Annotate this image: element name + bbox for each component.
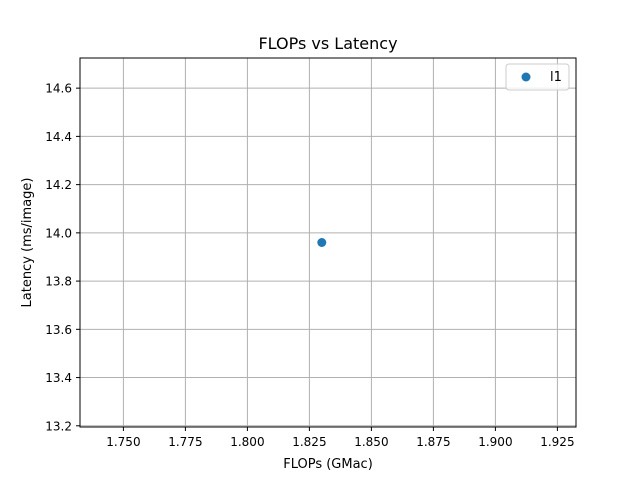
y-tick-label: 14.6 [45, 82, 72, 96]
legend-label: l1 [550, 70, 562, 85]
x-tick-label: 1.825 [292, 435, 326, 449]
y-tick-label: 13.2 [45, 419, 72, 433]
y-tick-label: 14.2 [45, 178, 72, 192]
data-points [317, 238, 327, 247]
x-tick-label: 1.800 [230, 435, 264, 449]
x-tick-label: 1.775 [168, 435, 202, 449]
plot-frame [79, 57, 577, 428]
grid [80, 58, 576, 427]
data-point [317, 238, 327, 247]
x-tick-label: 1.900 [478, 435, 512, 449]
x-tick-label: 1.750 [106, 435, 140, 449]
y-tick-label: 14.0 [45, 226, 72, 240]
legend-marker [521, 72, 531, 82]
y-axis-label: Latency (ms/image) [20, 178, 35, 308]
x-tick-label: 1.850 [354, 435, 388, 449]
chart-title: FLOPs vs Latency [258, 34, 397, 53]
legend: l1 [505, 63, 570, 91]
legend-box [505, 63, 570, 91]
axis-ticks: 1.750 1.775 1.800 1.825 1.850 1.875 1.900 1.925… [45, 82, 574, 449]
x-tick-label: 1.875 [416, 435, 450, 449]
y-tick-label: 14.4 [45, 130, 72, 144]
x-axis-label: FLOPs (GMac) [283, 457, 373, 472]
x-tick-label: 1.925 [540, 435, 574, 449]
y-tick-label: 13.4 [45, 371, 72, 385]
y-tick-label: 13.8 [45, 275, 72, 289]
y-tick-label: 13.6 [45, 323, 72, 337]
